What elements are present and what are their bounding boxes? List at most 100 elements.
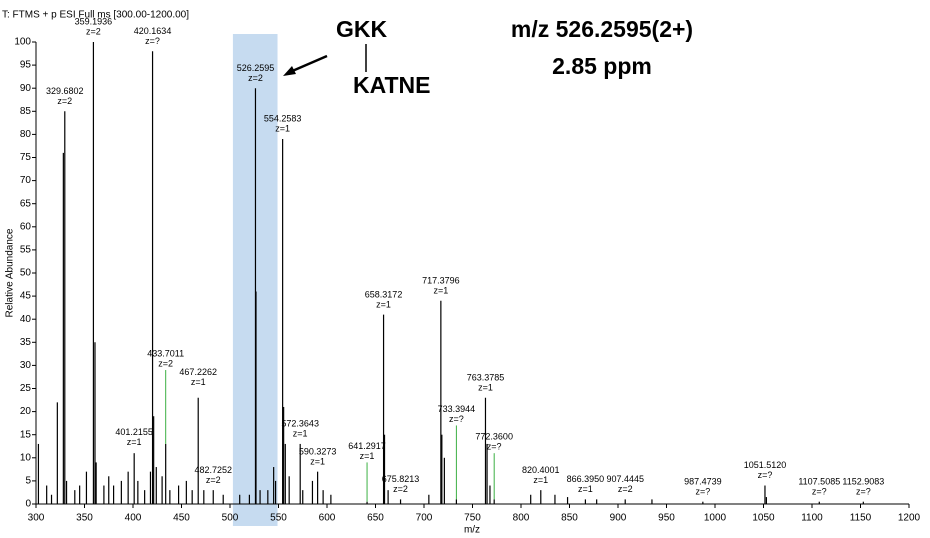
y-tick-label: 60 (20, 221, 32, 232)
peak-label: 763.3785 (467, 372, 505, 382)
y-tick-label: 15 (20, 429, 32, 440)
x-tick-label: 400 (125, 513, 142, 524)
y-tick-label: 75 (20, 152, 32, 163)
annotation: KATNE (353, 72, 431, 98)
charge-label: z=2 (393, 484, 408, 494)
charge-label: z=? (856, 486, 871, 496)
charge-label: z=1 (578, 484, 593, 494)
y-axis-label: Relative Abundance (5, 228, 16, 317)
peak-label: 359.1936 (75, 17, 113, 27)
charge-label: z=? (449, 414, 464, 424)
y-tick-label: 45 (20, 291, 32, 302)
y-tick-label: 5 (25, 476, 31, 487)
peak-label: 1152.9083 (842, 476, 884, 486)
arrow-head (283, 66, 296, 76)
y-tick-label: 0 (25, 499, 31, 510)
y-tick-label: 40 (20, 314, 32, 325)
arrow-shaft (289, 54, 328, 74)
y-tick-label: 95 (20, 60, 32, 71)
charge-label: z=? (812, 486, 827, 496)
x-tick-label: 600 (319, 513, 336, 524)
charge-label: z=1 (533, 475, 548, 485)
y-tick-label: 20 (20, 406, 32, 417)
charge-label: z=1 (310, 456, 325, 466)
x-tick-label: 750 (464, 513, 481, 524)
x-tick-label: 650 (367, 513, 384, 524)
charge-label: z=? (695, 486, 710, 496)
peak-label: 554.2583 (264, 114, 302, 124)
peak-label: 526.2595 (237, 63, 275, 73)
x-tick-label: 900 (610, 513, 627, 524)
y-tick-label: 90 (20, 83, 32, 94)
charge-label: z=1 (478, 382, 493, 392)
y-tick-label: 55 (20, 245, 32, 256)
y-tick-label: 35 (20, 337, 32, 348)
x-axis-label: m/z (464, 525, 480, 536)
peak-label: 658.3172 (365, 289, 403, 299)
y-tick-label: 50 (20, 268, 32, 279)
peak-label: 590.3273 (299, 446, 337, 456)
annotation: GKK (336, 16, 388, 42)
charge-label: z=2 (86, 27, 101, 37)
y-tick-label: 65 (20, 198, 32, 209)
peak-label: 1107.5085 (798, 476, 840, 486)
peak-label: 433.7011 (147, 348, 184, 358)
peak-label: 907.4445 (606, 474, 644, 484)
annotation: 2.85 ppm (552, 53, 652, 79)
x-tick-label: 1050 (752, 513, 775, 524)
x-tick-label: 800 (513, 513, 530, 524)
charge-label: z=2 (158, 358, 173, 368)
peak-label: 482.7252 (194, 465, 232, 475)
peak-label: 866.3950 (567, 474, 605, 484)
x-tick-label: 350 (76, 513, 93, 524)
peak-label: 675.8213 (382, 474, 420, 484)
peak-label: 772.3600 (475, 432, 513, 442)
x-tick-label: 950 (658, 513, 675, 524)
x-tick-label: 550 (270, 513, 287, 524)
x-tick-label: 1100 (801, 513, 823, 524)
charge-label: z=? (145, 36, 160, 46)
y-tick-label: 80 (20, 129, 32, 140)
charge-label: z=? (487, 442, 502, 452)
peak-label: 987.4739 (684, 476, 722, 486)
charge-label: z=1 (191, 377, 206, 387)
charge-label: z=1 (127, 437, 142, 447)
y-tick-label: 25 (20, 383, 32, 394)
peak-label: 329.6802 (46, 86, 84, 96)
charge-label: z=2 (206, 475, 221, 485)
charge-label: z=2 (248, 73, 263, 83)
y-tick-label: 30 (20, 360, 32, 371)
x-tick-label: 850 (561, 513, 578, 524)
x-tick-label: 1150 (850, 513, 872, 524)
charge-label: z=1 (293, 429, 308, 439)
peak-label: 733.3944 (438, 404, 476, 414)
x-tick-label: 300 (28, 513, 45, 524)
x-tick-label: 500 (222, 513, 239, 524)
charge-label: z=2 (618, 484, 633, 494)
charge-label: z=1 (376, 299, 391, 309)
charge-label: z=1 (275, 124, 290, 134)
peak-label: 572.3643 (281, 419, 319, 429)
y-tick-label: 100 (14, 37, 31, 48)
peak-label: 820.4001 (522, 465, 560, 475)
y-tick-label: 85 (20, 106, 32, 117)
y-tick-label: 10 (20, 452, 32, 463)
peak-label: 467.2262 (179, 367, 217, 377)
y-tick-label: 70 (20, 175, 32, 186)
x-tick-label: 1200 (898, 513, 921, 524)
charge-label: z=1 (360, 451, 375, 461)
x-tick-label: 1000 (704, 513, 727, 524)
peak-label: 401.2155 (115, 427, 153, 437)
peak-label: 641.2917 (348, 441, 386, 451)
charge-label: z=2 (57, 96, 72, 106)
annotation: m/z 526.2595(2+) (511, 16, 693, 42)
peak-label: 420.1634 (134, 26, 172, 36)
charge-label: z=1 (433, 285, 448, 295)
peak-label: 717.3796 (422, 275, 460, 285)
peak-label: 1051.5120 (744, 460, 787, 470)
header: T: FTMS + p ESI Full ms [300.00-1200.00] (2, 10, 189, 21)
x-tick-label: 450 (173, 513, 190, 524)
charge-label: z=? (758, 470, 773, 480)
x-tick-label: 700 (416, 513, 433, 524)
